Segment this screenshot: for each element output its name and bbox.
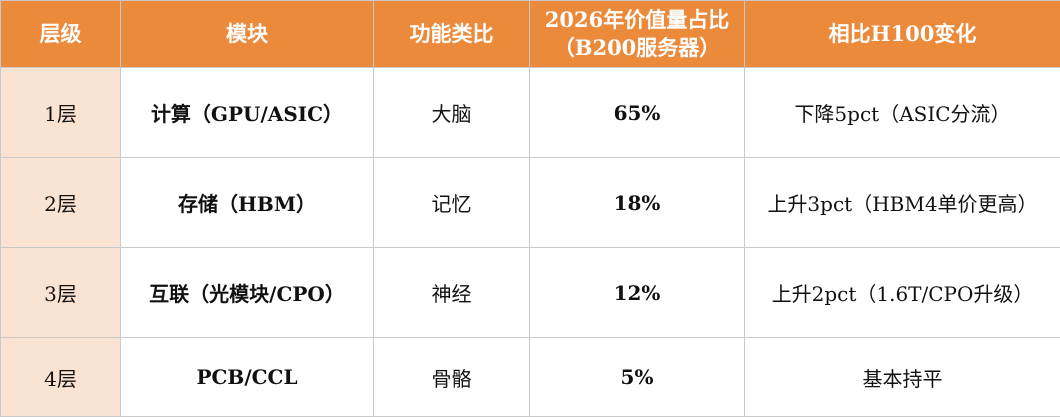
table-row: 1层 计算（GPU/ASIC） 大脑 65% 下降5pct（ASIC分流） — [0, 66, 1060, 159]
cell-module: 计算（GPU/ASIC） — [120, 66, 374, 159]
header-share: 2026年价值量占比 （B200服务器） — [529, 0, 745, 68]
cell-analogy: 大脑 — [373, 66, 530, 159]
cell-change: 上升3pct（HBM4单价更高） — [744, 157, 1060, 249]
table-body: 1层 计算（GPU/ASIC） 大脑 65% 下降5pct（ASIC分流） 2层… — [0, 66, 1060, 417]
header-module: 模块 — [120, 0, 374, 68]
cell-analogy: 神经 — [373, 247, 530, 339]
header-share-line2: （B200服务器） — [553, 35, 721, 60]
cell-share: 65% — [529, 66, 745, 159]
cell-level: 2层 — [0, 157, 121, 249]
cell-analogy: 记忆 — [373, 157, 530, 249]
table-row: 2层 存储（HBM） 记忆 18% 上升3pct（HBM4单价更高） — [0, 157, 1060, 249]
cell-change: 基本持平 — [744, 337, 1060, 417]
cell-change: 下降5pct（ASIC分流） — [744, 66, 1060, 159]
cell-level: 1层 — [0, 66, 121, 159]
cell-share: 5% — [529, 337, 745, 417]
header-change: 相比H100变化 — [744, 0, 1060, 68]
header-share-line1: 2026年价值量占比 — [544, 6, 730, 32]
table-header: 层级 模块 功能类比 2026年价值量占比 （B200服务器） 相比H100变化 — [0, 0, 1060, 68]
header-row: 层级 模块 功能类比 2026年价值量占比 （B200服务器） 相比H100变化 — [0, 0, 1060, 68]
cell-level: 3层 — [0, 247, 121, 339]
cell-share: 12% — [529, 247, 745, 339]
table-row: 3层 互联（光模块/CPO） 神经 12% 上升2pct（1.6T/CPO升级） — [0, 247, 1060, 339]
cell-share: 18% — [529, 157, 745, 249]
header-analogy: 功能类比 — [373, 0, 530, 68]
header-level: 层级 — [0, 0, 121, 68]
cell-module: PCB/CCL — [120, 337, 374, 417]
cell-analogy: 骨骼 — [373, 337, 530, 417]
table-row: 4层 PCB/CCL 骨骼 5% 基本持平 — [0, 337, 1060, 417]
cell-change: 上升2pct（1.6T/CPO升级） — [744, 247, 1060, 339]
cell-level: 4层 — [0, 337, 121, 417]
cell-module: 存储（HBM） — [120, 157, 374, 249]
cell-module: 互联（光模块/CPO） — [120, 247, 374, 339]
